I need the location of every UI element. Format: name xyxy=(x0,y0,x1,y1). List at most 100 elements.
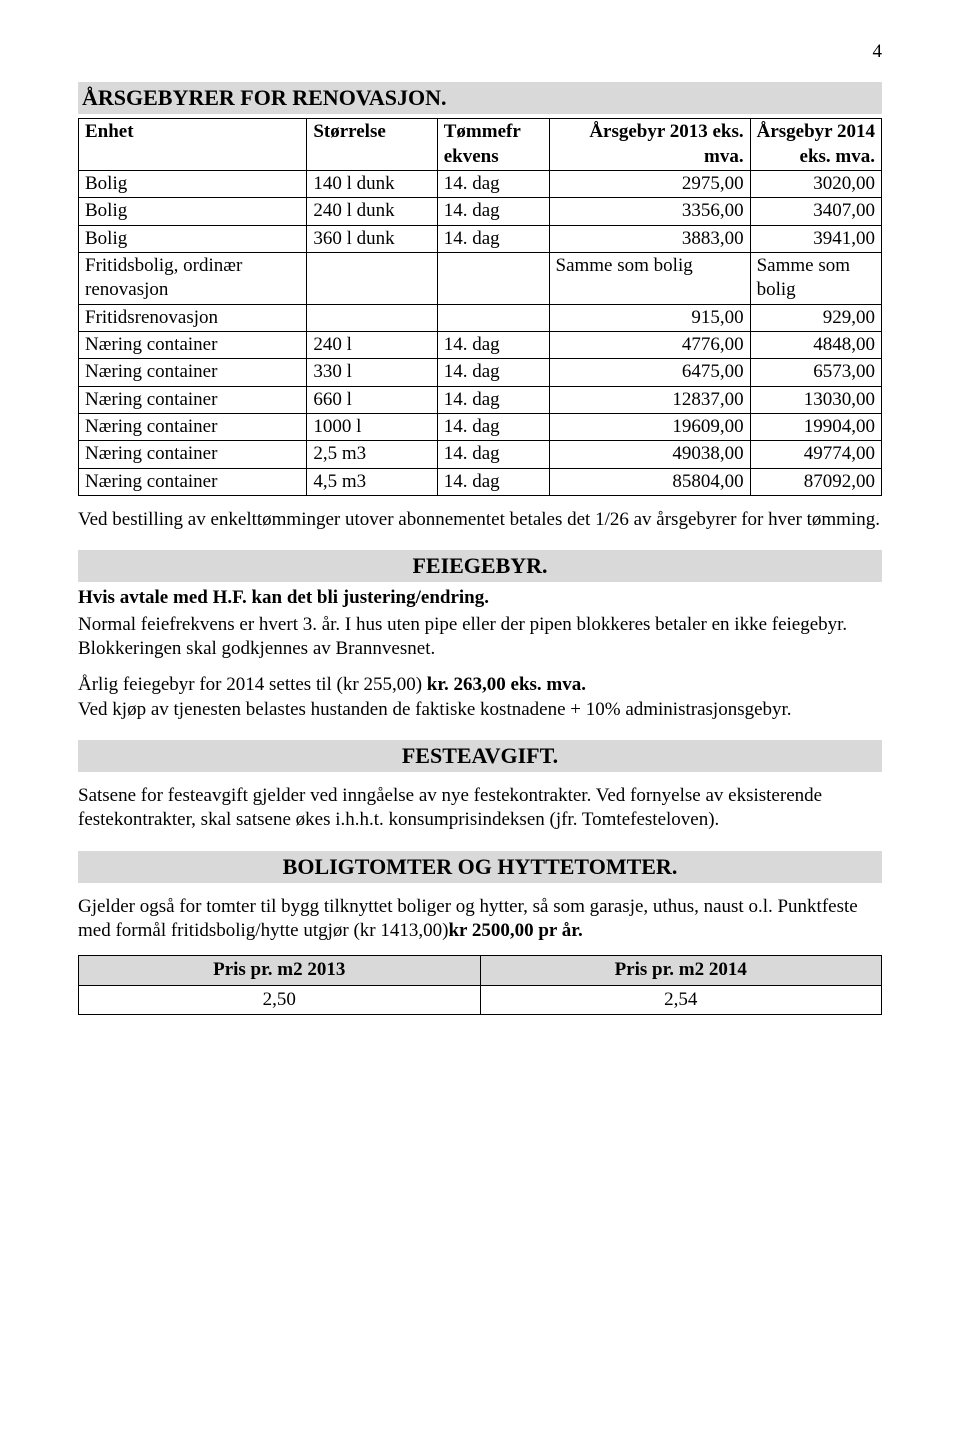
cell-size: 140 l dunk xyxy=(307,171,437,198)
cell-2013: 4776,00 xyxy=(549,331,750,358)
col-2014: Årsgebyr 2014 eks. mva. xyxy=(750,119,881,171)
cell-freq: 14. dag xyxy=(437,225,549,252)
table-row: Bolig240 l dunk14. dag3356,003407,00 xyxy=(79,198,882,225)
cell-2013: 6475,00 xyxy=(549,359,750,386)
feiegebyr-body1: Normal feiefrekvens er hvert 3. år. I hu… xyxy=(78,613,882,662)
cell-unit: Fritidsrenovasjon xyxy=(79,304,307,331)
boligtomter-body: Gjelder også for tomter til bygg tilknyt… xyxy=(78,895,882,944)
cell-2013: 915,00 xyxy=(549,304,750,331)
cell-2013: 2975,00 xyxy=(549,171,750,198)
cell-unit: Næring container xyxy=(79,359,307,386)
cell-2013: 49038,00 xyxy=(549,441,750,468)
cell-freq: 14. dag xyxy=(437,198,549,225)
cell-size xyxy=(307,304,437,331)
table-row: Næring container2,5 m314. dag49038,00497… xyxy=(79,441,882,468)
col-2014-l2: eks. mva. xyxy=(800,146,875,167)
table-row: Fritidsbolig, ordinær renovasjon Samme som… xyxy=(79,253,882,305)
cell-size: 1000 l xyxy=(307,413,437,440)
cell-freq xyxy=(437,304,549,331)
pris-h2: Pris pr. m2 2014 xyxy=(480,956,882,985)
cell-2014: 3020,00 xyxy=(750,171,881,198)
cell-unit: Fritidsbolig, ordinær renovasjon xyxy=(79,253,307,305)
cell-2014: 3941,00 xyxy=(750,225,881,252)
cell-freq: 14. dag xyxy=(437,413,549,440)
table-row: Næring container4,5 m314. dag85804,00870… xyxy=(79,468,882,495)
cell-unit: Næring container xyxy=(79,386,307,413)
cell-2013: Samme som bolig xyxy=(549,253,750,305)
table-row: Bolig360 l dunk14. dag3883,003941,00 xyxy=(79,225,882,252)
cell-freq: 14. dag xyxy=(437,359,549,386)
col-size: Størrelse xyxy=(307,119,437,171)
table-row: Næring container330 l14. dag6475,006573,… xyxy=(79,359,882,386)
table-row: Næring container240 l14. dag4776,004848,… xyxy=(79,331,882,358)
cell-freq: 14. dag xyxy=(437,386,549,413)
table-row: Bolig140 l dunk14. dag2975,003020,00 xyxy=(79,171,882,198)
pris-v1: 2,50 xyxy=(79,985,481,1014)
cell-freq: 14. dag xyxy=(437,171,549,198)
col-freq-l2: ekvens xyxy=(444,146,499,167)
col-2013-l1: Årsgebyr 2013 eks. xyxy=(589,121,743,142)
col-2013-l2: mva. xyxy=(704,146,744,167)
cell-2013: 3356,00 xyxy=(549,198,750,225)
feiegebyr-bold: kr. 263,00 eks. mva. xyxy=(427,674,586,695)
table-header-row: Enhet Størrelse Tømmefr ekvens Årsgebyr … xyxy=(79,119,882,171)
col-2013: Årsgebyr 2013 eks. mva. xyxy=(549,119,750,171)
col-unit: Enhet xyxy=(79,119,307,171)
section-title-boligtomter: BOLIGTOMTER OG HYTTETOMTER. xyxy=(78,851,882,883)
festeavgift-body: Satsene for festeavgift gjelder ved inng… xyxy=(78,784,882,833)
table-row: Næring container1000 l14. dag19609,00199… xyxy=(79,413,882,440)
cell-unit: Næring container xyxy=(79,441,307,468)
feiegebyr-subline: Hvis avtale med H.F. kan det bli justeri… xyxy=(78,586,882,610)
cell-2014: 4848,00 xyxy=(750,331,881,358)
cell-unit: Næring container xyxy=(79,331,307,358)
cell-2013: 85804,00 xyxy=(549,468,750,495)
cell-2013: 12837,00 xyxy=(549,386,750,413)
cell-unit: Bolig xyxy=(79,171,307,198)
cell-size: 360 l dunk xyxy=(307,225,437,252)
page-number: 4 xyxy=(78,40,882,64)
pris-v2: 2,54 xyxy=(480,985,882,1014)
col-freq-l1: Tømmefr xyxy=(444,121,521,142)
cell-unit: Næring container xyxy=(79,468,307,495)
cell-freq: 14. dag xyxy=(437,331,549,358)
cell-2014: 49774,00 xyxy=(750,441,881,468)
cell-unit: Bolig xyxy=(79,198,307,225)
section-title-feiegebyr: FEIEGEBYR. xyxy=(78,550,882,582)
table-row: Fritidsrenovasjon 915,00929,00 xyxy=(79,304,882,331)
cell-size: 4,5 m3 xyxy=(307,468,437,495)
cell-size: 240 l dunk xyxy=(307,198,437,225)
cell-2013: 3883,00 xyxy=(549,225,750,252)
renovation-table: Enhet Størrelse Tømmefr ekvens Årsgebyr … xyxy=(78,118,882,495)
feiegebyr-body2: Årlig feiegebyr for 2014 settes til (kr … xyxy=(78,673,882,722)
cell-2014: 87092,00 xyxy=(750,468,881,495)
cell-size: 240 l xyxy=(307,331,437,358)
cell-unit: Bolig xyxy=(79,225,307,252)
cell-freq xyxy=(437,253,549,305)
cell-freq: 14. dag xyxy=(437,441,549,468)
table-header-row: Pris pr. m2 2013 Pris pr. m2 2014 xyxy=(79,956,882,985)
cell-unit-l1: Fritidsbolig, ordinær xyxy=(85,255,242,276)
cell-2014: Samme som bolig xyxy=(750,253,881,305)
pris-h1: Pris pr. m2 2013 xyxy=(79,956,481,985)
cell-2014: 929,00 xyxy=(750,304,881,331)
renovation-footnote: Ved bestilling av enkelttømminger utover… xyxy=(78,508,882,532)
cell-2014: 19904,00 xyxy=(750,413,881,440)
cell-unit: Næring container xyxy=(79,413,307,440)
cell-2014: 6573,00 xyxy=(750,359,881,386)
section-title-renovation: ÅRSGEBYRER FOR RENOVASJON. xyxy=(78,82,882,114)
cell-freq: 14. dag xyxy=(437,468,549,495)
boligtomter-bold: kr 2500,00 pr år. xyxy=(448,920,582,941)
section-title-festeavgift: FESTEAVGIFT. xyxy=(78,740,882,772)
col-freq: Tømmefr ekvens xyxy=(437,119,549,171)
cell-size: 330 l xyxy=(307,359,437,386)
cell-size xyxy=(307,253,437,305)
pris-table: Pris pr. m2 2013 Pris pr. m2 2014 2,50 2… xyxy=(78,955,882,1015)
cell-2014: 3407,00 xyxy=(750,198,881,225)
col-2014-l1: Årsgebyr 2014 xyxy=(757,121,875,142)
feiegebyr-pre: Årlig feiegebyr for 2014 settes til (kr … xyxy=(78,674,427,695)
cell-2014: 13030,00 xyxy=(750,386,881,413)
table-row: Næring container660 l14. dag12837,001303… xyxy=(79,386,882,413)
cell-size: 2,5 m3 xyxy=(307,441,437,468)
cell-unit-l2: renovasjon xyxy=(85,279,168,300)
cell-2013: 19609,00 xyxy=(549,413,750,440)
